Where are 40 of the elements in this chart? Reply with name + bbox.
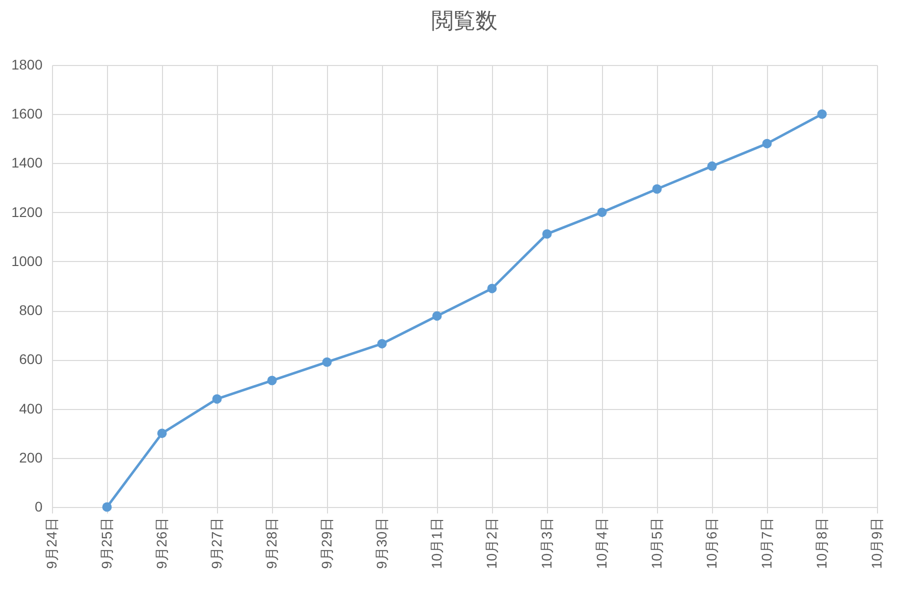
x-tick-label: 10月5日 <box>648 518 664 569</box>
y-tick-label: 0 <box>34 498 43 514</box>
y-tick-label: 400 <box>19 400 43 416</box>
x-tick-label: 10月4日 <box>594 518 610 569</box>
x-tick-label: 9月29日 <box>318 518 334 569</box>
x-tick-label: 10月3日 <box>538 518 554 569</box>
point <box>267 376 277 386</box>
point <box>212 394 222 404</box>
x-tick-label: 9月27日 <box>208 518 224 569</box>
chart-title: 閲覧数 <box>432 8 498 33</box>
x-tick-label: 10月1日 <box>428 518 444 569</box>
x-tick-label: 9月28日 <box>264 518 280 569</box>
x-tick-label: 9月25日 <box>98 518 114 569</box>
y-tick-label: 200 <box>19 449 43 466</box>
point <box>597 208 607 218</box>
y-tick-label: 600 <box>19 351 43 368</box>
point <box>542 229 552 239</box>
point <box>157 428 167 438</box>
point <box>377 338 387 348</box>
y-tick-label: 1000 <box>11 252 43 269</box>
point <box>762 138 772 148</box>
y-tick-label: 800 <box>19 302 43 318</box>
point <box>707 161 717 171</box>
x-tick-label: 10月8日 <box>814 518 830 569</box>
x-tick-label: 10月2日 <box>484 518 500 569</box>
point <box>322 357 332 367</box>
point <box>487 284 497 294</box>
x-tick-label: 10月7日 <box>758 518 774 569</box>
x-tick-label: 10月6日 <box>704 518 720 569</box>
x-tick-label: 10月9日 <box>868 518 884 569</box>
y-tick-label: 1200 <box>11 204 43 220</box>
y-tick-label: 1600 <box>11 106 43 122</box>
point <box>432 311 442 321</box>
y-tick-label: 1800 <box>11 56 43 72</box>
point <box>652 184 662 194</box>
x-tick-label: 9月26日 <box>154 518 170 569</box>
x-tick-label: 9月24日 <box>44 518 60 569</box>
x-tick-label: 9月30日 <box>374 518 390 569</box>
y-tick-label: 1400 <box>11 154 43 171</box>
point <box>817 109 827 119</box>
